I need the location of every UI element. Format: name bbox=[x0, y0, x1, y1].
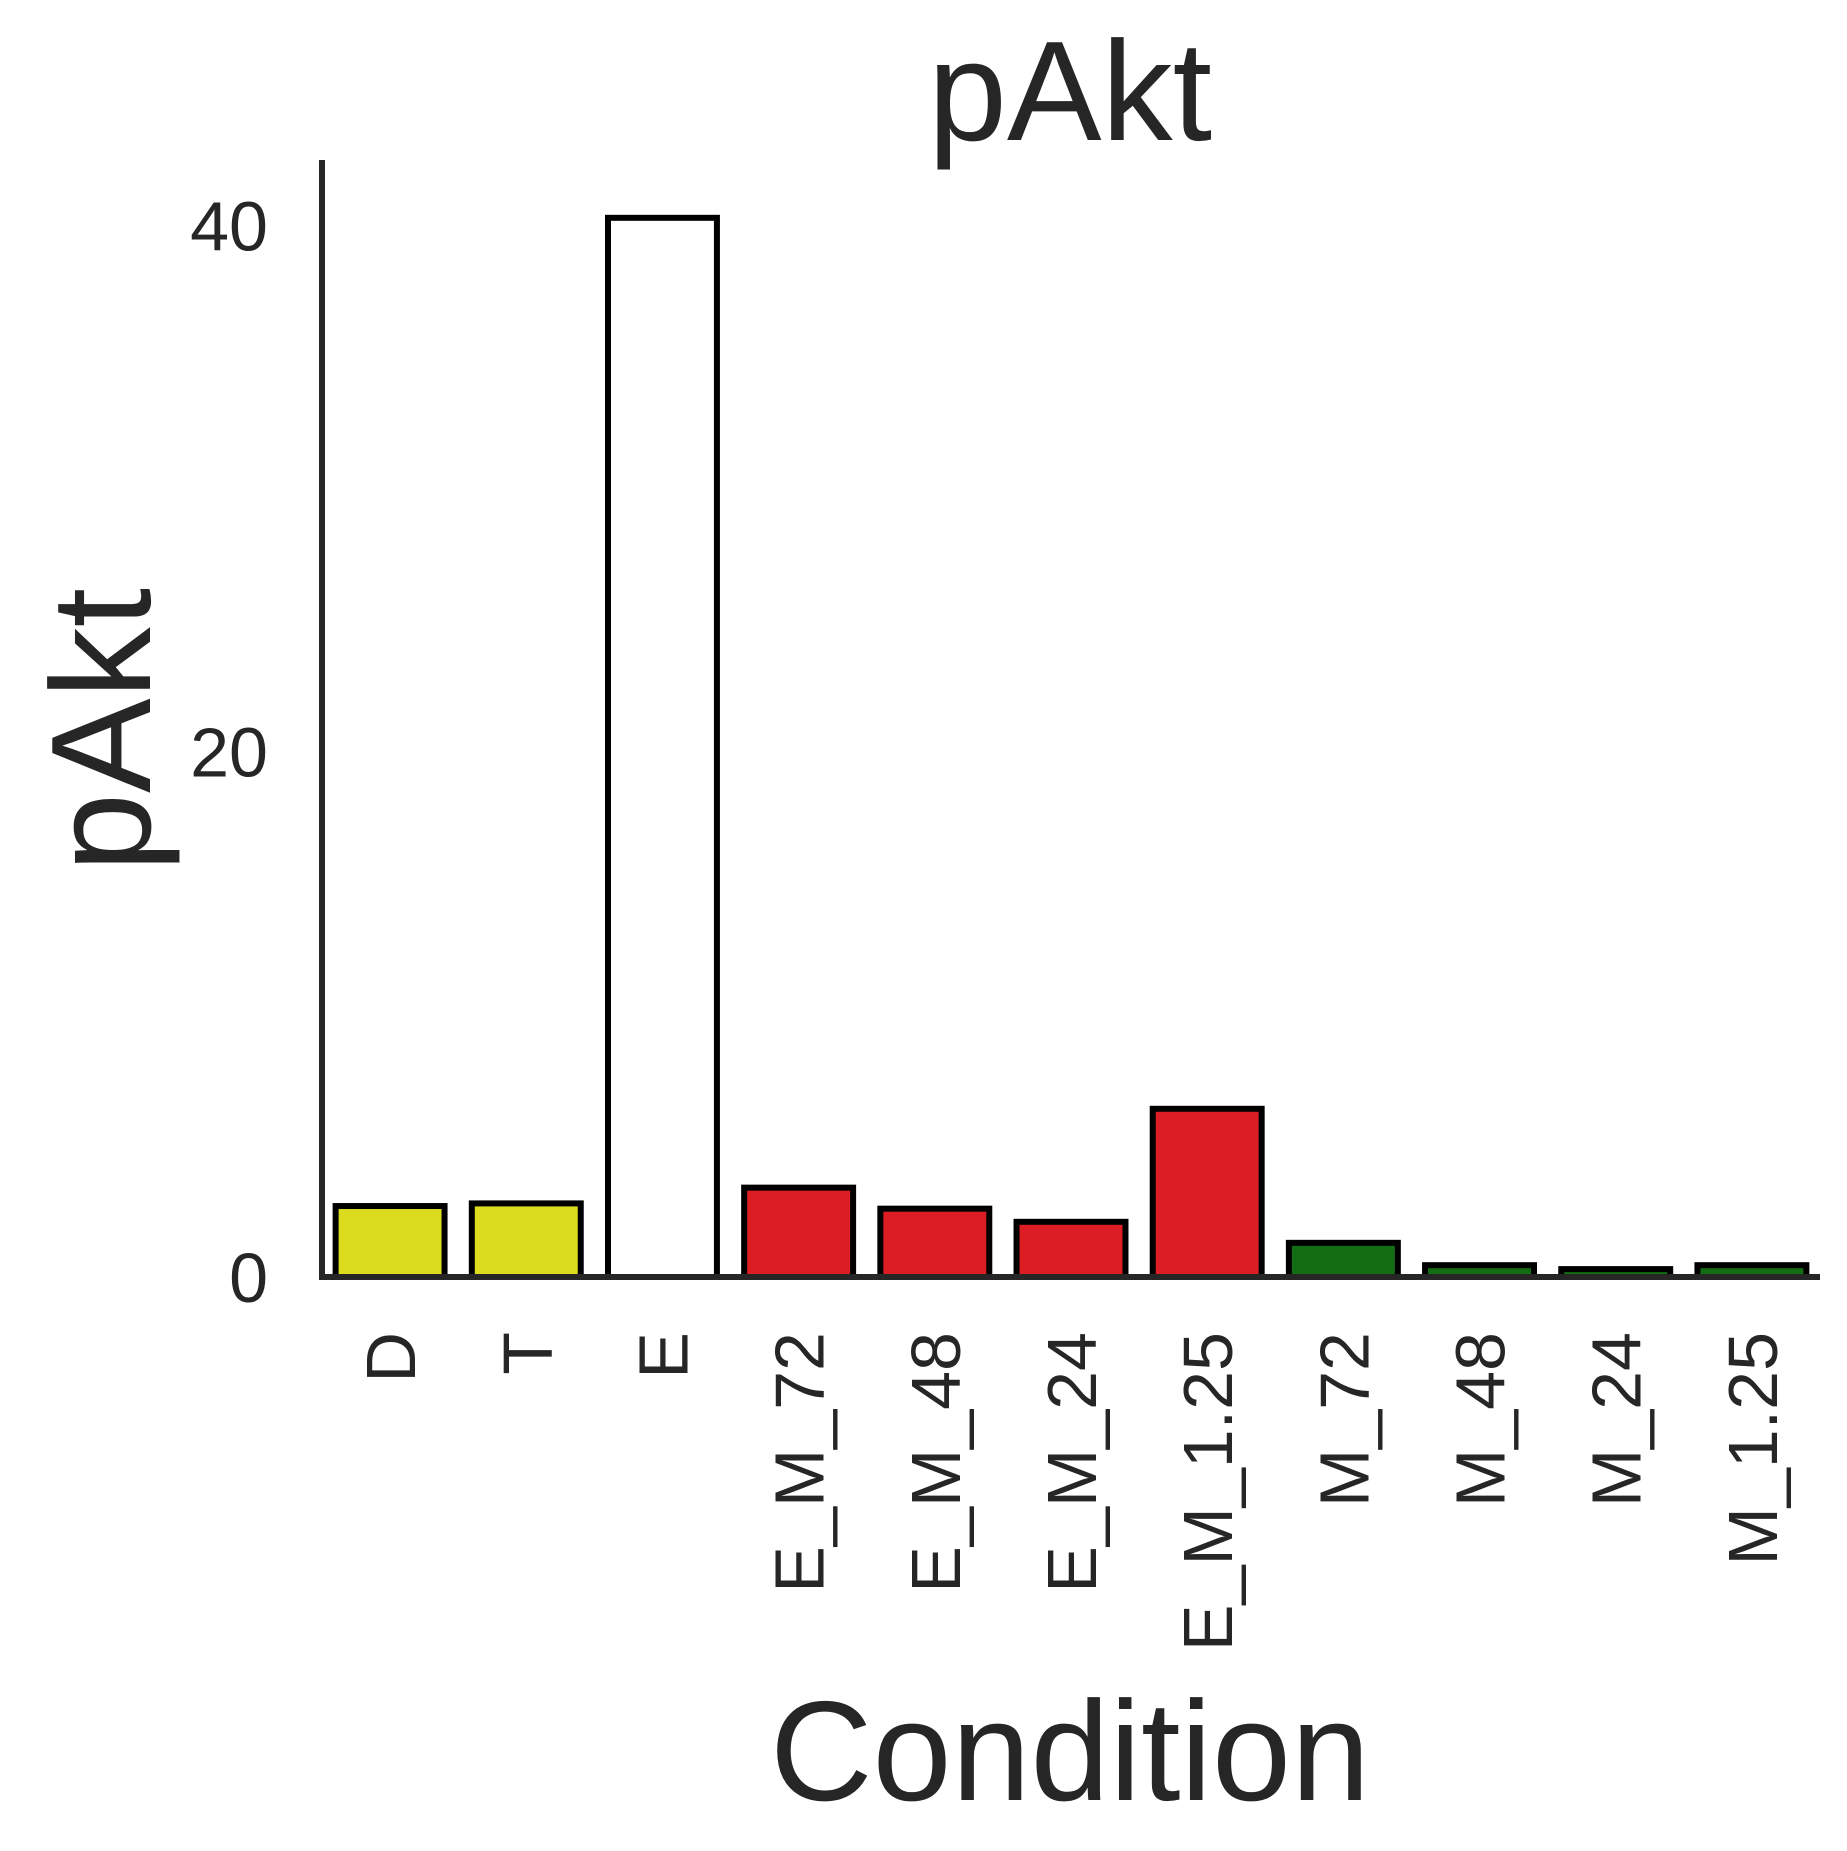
bar-E_M_24 bbox=[1013, 1218, 1129, 1280]
x-tick-label: M_24 bbox=[1578, 1332, 1656, 1507]
x-tick-label: M_1.25 bbox=[1714, 1332, 1792, 1565]
x-tick-label: E_M_72 bbox=[761, 1332, 839, 1593]
x-tick-label: M_72 bbox=[1305, 1332, 1383, 1507]
y-tick-label: 20 bbox=[190, 713, 268, 791]
x-tick-label: E_M_48 bbox=[897, 1332, 975, 1593]
x-tick-label: E_M_1.25 bbox=[1169, 1332, 1247, 1651]
bar-T bbox=[468, 1200, 584, 1281]
bars-layer bbox=[332, 214, 1810, 1281]
y-ticks-layer: 0 20 40 bbox=[190, 188, 268, 1317]
bar-E bbox=[604, 214, 720, 1281]
bar-E_M_1.25 bbox=[1149, 1105, 1265, 1281]
bar-D bbox=[332, 1203, 448, 1280]
x-ticks-layer: D T E E_M_72 E_M_48 E_M_24 E_M_1.25 M_72 M_48 M_2… bbox=[352, 1332, 1792, 1651]
bar-E_M_72 bbox=[741, 1184, 857, 1281]
x-tick-label: E_M_24 bbox=[1033, 1332, 1111, 1593]
x-tick-label: M_48 bbox=[1442, 1332, 1520, 1507]
y-axis-label: pAkt bbox=[22, 588, 181, 872]
x-axis-label: Condition bbox=[770, 1672, 1370, 1831]
x-tick-label: T bbox=[488, 1332, 566, 1375]
bar-M_72 bbox=[1285, 1239, 1401, 1280]
chart-title: pAkt bbox=[928, 12, 1212, 171]
y-tick-label: 40 bbox=[190, 188, 268, 266]
bar-E_M_48 bbox=[877, 1205, 993, 1281]
x-tick-label: E bbox=[624, 1332, 702, 1379]
x-tick-label: D bbox=[352, 1332, 430, 1383]
y-tick-label: 0 bbox=[229, 1239, 268, 1317]
